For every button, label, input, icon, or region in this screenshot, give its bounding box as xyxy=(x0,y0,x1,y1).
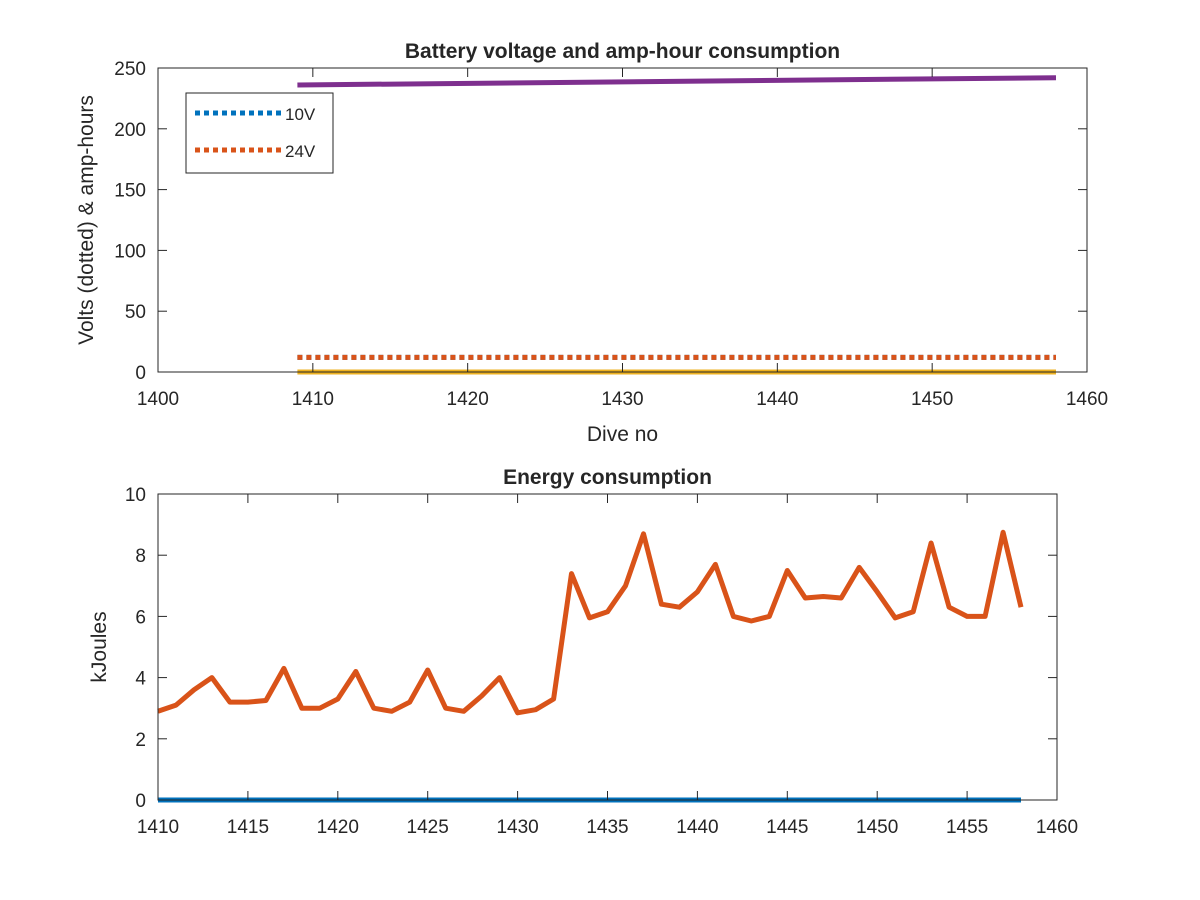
series-layer xyxy=(297,75,1057,375)
chart-title: Battery voltage and amp-hour consumption xyxy=(405,40,840,63)
y-tick-label: 4 xyxy=(135,669,146,690)
x-tick-label: 1435 xyxy=(586,817,628,838)
voltage-chart: Battery voltage and amp-hour consumption… xyxy=(75,40,1108,446)
y-tick-label: 10 xyxy=(125,485,146,506)
x-tick-label: 1440 xyxy=(756,389,798,410)
y-tick-label: 50 xyxy=(125,302,146,323)
x-tick-label: 1450 xyxy=(856,817,898,838)
x-tick-label: 1420 xyxy=(447,389,489,410)
y-tick-label: 6 xyxy=(135,607,146,628)
x-tick-label: 1460 xyxy=(1066,389,1108,410)
legend-label: 24V xyxy=(285,142,316,161)
legend-box xyxy=(185,92,334,174)
chart-title: Energy consumption xyxy=(503,466,712,489)
x-tick-label: 1420 xyxy=(317,817,359,838)
series-layer xyxy=(157,529,1024,803)
x-tick-label: 1425 xyxy=(407,817,449,838)
energy-chart: Energy consumption kJoules 1410 1415 1420 1… xyxy=(88,466,1078,838)
tick-layer: 1410 1415 1420 1425 1430 1435 1440 1445 1450 1455… xyxy=(125,485,1078,838)
y-tick-label: 100 xyxy=(114,241,146,262)
y-axis-label: kJoules xyxy=(88,611,111,682)
y-tick-label: 0 xyxy=(135,363,146,384)
x-tick-label: 1430 xyxy=(496,817,538,838)
y-tick-label: 250 xyxy=(114,59,146,80)
legend: 10V 24V xyxy=(185,92,334,174)
x-tick-label: 1440 xyxy=(676,817,718,838)
x-tick-label: 1430 xyxy=(601,389,643,410)
tick-layer: 1400 1410 1420 1430 1440 1450 1460 0 50 100 150 200… xyxy=(114,59,1108,410)
x-tick-label: 1410 xyxy=(137,817,179,838)
x-tick-label: 1400 xyxy=(137,389,179,410)
series-line-0 xyxy=(157,529,1024,716)
y-tick-label: 0 xyxy=(135,791,146,812)
x-tick-label: 1460 xyxy=(1036,817,1078,838)
x-tick-label: 1415 xyxy=(227,817,269,838)
y-tick-label: 2 xyxy=(135,730,146,751)
series-line-3 xyxy=(297,75,1057,88)
axes-box xyxy=(157,67,1088,373)
x-tick-label: 1450 xyxy=(911,389,953,410)
legend-label: 10V xyxy=(285,105,316,124)
y-tick-label: 200 xyxy=(114,120,146,141)
x-tick-label: 1455 xyxy=(946,817,988,838)
x-tick-label: 1410 xyxy=(292,389,334,410)
y-tick-label: 8 xyxy=(135,546,146,567)
x-axis-label: Dive no xyxy=(587,423,658,446)
y-tick-label: 150 xyxy=(114,181,146,202)
axes-box xyxy=(157,493,1058,801)
y-axis-label: Volts (dotted) & amp-hours xyxy=(75,95,98,345)
x-tick-label: 1445 xyxy=(766,817,808,838)
